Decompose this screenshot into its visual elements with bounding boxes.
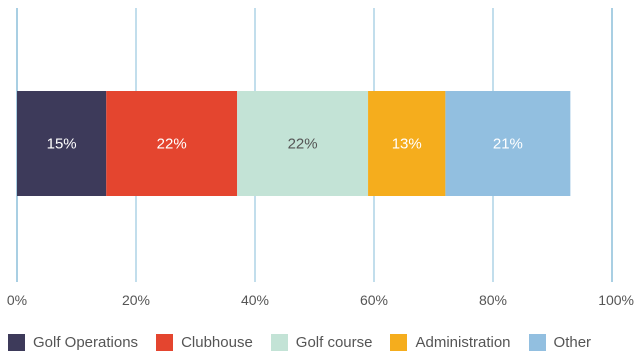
bar-segment-golf-operations <box>17 91 107 196</box>
bar-segment-golf-course <box>237 91 369 196</box>
legend-swatch-administration <box>390 333 408 351</box>
x-tick-label-80: 80% <box>479 292 507 308</box>
data-label-golf-operations: 15% <box>47 136 77 153</box>
data-label-clubhouse: 22% <box>157 136 187 153</box>
legend-label-golf-operations: Golf Operations <box>33 333 139 351</box>
bar-segment-clubhouse <box>106 91 238 196</box>
legend-label-golf-course: Golf course <box>295 333 373 351</box>
data-labels: 15% 22% 22% 13% 21% <box>47 136 523 153</box>
legend-swatch-clubhouse <box>156 333 174 351</box>
legend: Golf Operations Clubhouse Golf course Admin… <box>8 330 634 354</box>
legend-item-golf-course: Golf course <box>270 333 373 351</box>
x-tick-label-100: 100% <box>598 292 634 308</box>
legend-swatch-golf-operations <box>8 333 25 351</box>
data-label-administration: 13% <box>392 136 422 153</box>
legend-swatch-golf-course <box>270 333 288 351</box>
legend-label-administration: Administration <box>415 333 511 351</box>
bar-segment-other <box>445 91 571 196</box>
legend-item-administration: Administration <box>390 333 511 351</box>
x-tick-label-20: 20% <box>122 292 150 308</box>
x-tick-label-0: 0% <box>7 292 27 308</box>
legend-item-clubhouse: Clubhouse <box>156 333 253 351</box>
bar-segment-administration <box>368 91 446 196</box>
x-tick-label-40: 40% <box>241 292 269 308</box>
bar-segments <box>17 91 571 196</box>
legend-item-other: Other <box>528 333 592 351</box>
x-tick-label-60: 60% <box>360 292 388 308</box>
legend-swatch-other <box>528 333 546 351</box>
legend-label-clubhouse: Clubhouse <box>181 333 253 351</box>
legend-item-golf-operations: Golf Operations <box>8 333 139 351</box>
data-label-golf-course: 22% <box>288 136 318 153</box>
x-tick-labels: 0% 20% 40% 60% 80% 100% <box>7 292 634 308</box>
data-label-other: 21% <box>493 136 523 153</box>
legend-label-other: Other <box>553 333 592 351</box>
